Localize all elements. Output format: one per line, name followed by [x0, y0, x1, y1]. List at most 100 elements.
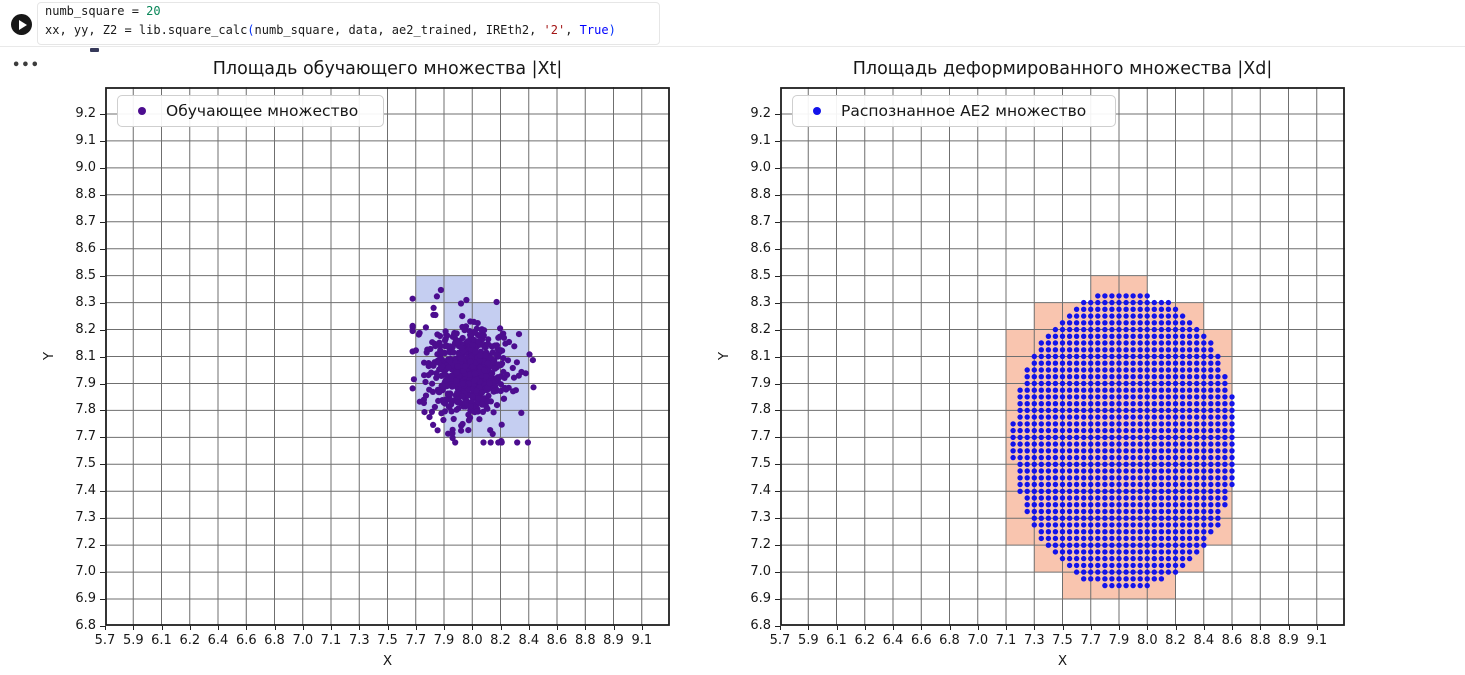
scatter-point — [1073, 495, 1080, 501]
scatter-point — [1144, 414, 1150, 420]
x-tick-label: 8.9 — [603, 633, 624, 648]
scatter-point — [1130, 387, 1136, 393]
scatter-point — [518, 409, 525, 416]
scatter-point — [1137, 394, 1143, 400]
scatter-point — [1215, 475, 1221, 481]
scatter-point — [1102, 320, 1108, 326]
scatter-point — [1201, 387, 1207, 393]
scatter-point — [1073, 313, 1080, 319]
scatter-point — [1172, 495, 1179, 501]
run-cell-button[interactable] — [11, 14, 32, 35]
scatter-point — [499, 360, 506, 367]
scatter-point — [1201, 529, 1207, 535]
scatter-point — [1081, 495, 1087, 501]
scatter-point — [1109, 414, 1115, 420]
scatter-point — [1123, 529, 1129, 535]
scatter-point — [1151, 502, 1157, 508]
scatter-point — [1123, 502, 1129, 508]
scatter-point — [1208, 454, 1214, 461]
left-legend-label: Обучающее множество — [166, 102, 359, 120]
scatter-point — [1222, 394, 1228, 400]
x-tick-label: 6.2 — [179, 633, 201, 648]
scatter-point — [1194, 549, 1200, 555]
scatter-point — [1052, 535, 1059, 542]
scatter-point — [1109, 562, 1115, 569]
x-tick-mark — [836, 626, 838, 630]
scatter-point — [1158, 502, 1165, 508]
y-tick-label: 7.9 — [750, 375, 771, 391]
scatter-point — [1088, 347, 1094, 353]
scatter-point — [1130, 515, 1136, 521]
scatter-point — [1123, 535, 1129, 542]
scatter-point — [1059, 529, 1066, 535]
scatter-point — [1095, 394, 1101, 400]
code-line-1[interactable]: numb_square = 20 — [45, 4, 161, 19]
code-token: 20 — [146, 4, 161, 18]
scatter-point — [459, 420, 466, 428]
scatter-point — [1208, 502, 1214, 508]
scatter-point — [524, 439, 531, 446]
scatter-point — [454, 389, 461, 396]
scatter-point — [1031, 434, 1037, 441]
scatter-point — [1102, 407, 1108, 414]
scatter-point — [1158, 394, 1165, 400]
scatter-point — [434, 427, 441, 434]
scatter-point — [1215, 508, 1221, 515]
scatter-point — [1024, 374, 1030, 380]
code-cell-editor[interactable] — [37, 2, 660, 45]
scatter-point — [1158, 549, 1165, 555]
output-more-actions-button[interactable]: ••• — [12, 58, 40, 73]
scatter-point — [1201, 495, 1207, 501]
scatter-point — [1109, 320, 1115, 326]
scatter-point — [1172, 367, 1179, 373]
scatter-point — [484, 360, 491, 367]
scatter-point — [1031, 414, 1037, 420]
scatter-point — [1116, 562, 1122, 569]
scatter-point — [1095, 407, 1101, 414]
scatter-point — [1073, 508, 1080, 515]
scatter-point — [1186, 542, 1193, 548]
scatter-point — [483, 373, 490, 380]
scatter-point — [1045, 347, 1052, 353]
scatter-point — [1102, 542, 1108, 548]
scatter-point — [1137, 441, 1143, 447]
scatter-point — [1172, 320, 1179, 326]
scatter-point — [1208, 401, 1214, 407]
scatter-point — [1137, 293, 1143, 299]
x-tick-label: 6.6 — [910, 633, 932, 648]
scatter-point — [1158, 299, 1165, 306]
scatter-point — [1116, 360, 1122, 366]
scatter-point — [1052, 515, 1059, 521]
scatter-point — [1158, 562, 1165, 569]
scatter-point — [1208, 427, 1214, 434]
scatter-point — [1151, 340, 1157, 346]
y-tick-mark — [100, 464, 105, 466]
scatter-point — [500, 368, 507, 375]
scatter-point — [1186, 326, 1193, 333]
code-line-2[interactable]: xx, yy, Z2 = lib.square_calc(numb_square… — [45, 23, 616, 38]
scatter-point — [1130, 542, 1136, 548]
scatter-point — [1045, 407, 1052, 414]
scatter-point — [1095, 434, 1101, 441]
scatter-point — [1172, 340, 1179, 346]
scatter-point — [1165, 535, 1172, 542]
scatter-point — [1130, 401, 1136, 407]
scatter-point — [1066, 367, 1073, 373]
scatter-point — [1066, 333, 1073, 339]
y-tick-mark — [100, 140, 105, 142]
scatter-point — [1088, 549, 1094, 555]
scatter-point — [1172, 555, 1179, 562]
scatter-point — [1073, 326, 1080, 333]
scatter-point — [1179, 333, 1186, 339]
scatter-point — [1123, 454, 1129, 461]
y-tick-label: 9.2 — [75, 106, 96, 121]
scatter-point — [480, 439, 487, 446]
scatter-point — [1123, 306, 1129, 312]
right-plot-title: Площадь деформированного множества |Xd| — [852, 59, 1273, 79]
scatter-point — [1045, 427, 1052, 434]
scatter-point — [1066, 427, 1073, 434]
scatter-point — [1059, 360, 1066, 366]
scatter-point — [1229, 401, 1235, 407]
scatter-point — [1116, 380, 1122, 387]
scatter-point — [1130, 468, 1136, 474]
